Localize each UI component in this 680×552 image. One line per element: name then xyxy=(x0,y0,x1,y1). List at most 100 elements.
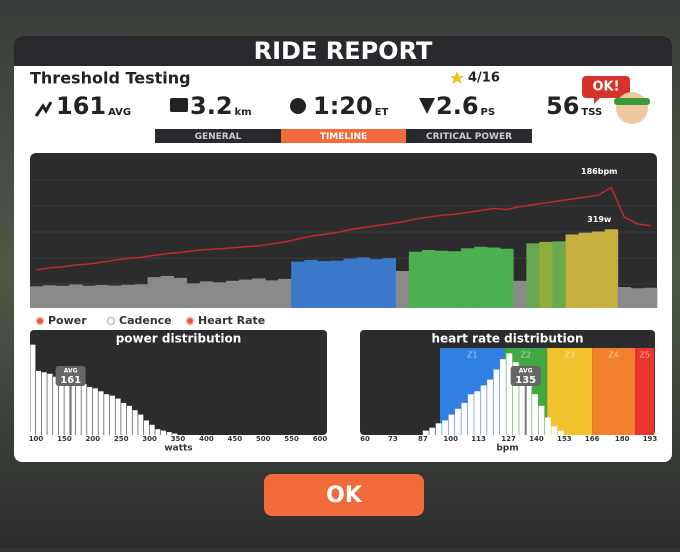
hr-peak-label: 186bpm xyxy=(581,167,618,176)
x-tick-label: 193 xyxy=(643,435,658,443)
zone-band xyxy=(547,348,593,435)
power-bar xyxy=(199,281,214,308)
dist-bar xyxy=(474,391,481,435)
dist-bar xyxy=(138,414,144,435)
stat-value: 1:20 xyxy=(313,92,373,120)
x-tick-label: 140 xyxy=(529,435,544,443)
dist-bar xyxy=(104,394,110,435)
legend-marker xyxy=(35,316,45,326)
dist-title: heart rate distribution xyxy=(431,332,583,346)
stats-row xyxy=(34,98,435,117)
dist-bar xyxy=(487,379,493,435)
power-bar xyxy=(108,285,122,308)
dist-bar xyxy=(166,432,172,435)
power-bar xyxy=(173,277,188,308)
power-bar xyxy=(461,248,475,308)
power-bar xyxy=(500,248,514,308)
avg-value: 135 xyxy=(515,375,536,386)
badge-bubble xyxy=(582,76,630,104)
x-tick-label: 127 xyxy=(501,435,516,443)
power-bar xyxy=(291,261,305,308)
tabs xyxy=(155,129,532,143)
x-tick-label: 300 xyxy=(142,435,157,443)
x-tick-label: 100 xyxy=(443,435,458,443)
power-bar xyxy=(604,229,619,308)
dist-bar xyxy=(121,402,127,435)
dist-bar xyxy=(172,433,178,435)
dist-bar xyxy=(519,373,526,435)
x-tick-label: 100 xyxy=(29,435,44,443)
dist-bar xyxy=(81,384,87,435)
avg-box xyxy=(510,366,541,386)
power-bar xyxy=(578,232,592,308)
dist-bar xyxy=(160,430,167,435)
avg-box xyxy=(55,366,86,386)
dist-bar xyxy=(132,410,138,435)
power-bar xyxy=(160,275,174,308)
legend-marker xyxy=(106,316,116,326)
legend-marker xyxy=(185,316,195,326)
power-bar xyxy=(265,280,279,308)
x-tick-label: 150 xyxy=(57,435,72,443)
power-bar xyxy=(421,250,436,308)
power-bar xyxy=(212,282,227,308)
dist-bar xyxy=(47,373,53,435)
power-peak-label: 319w xyxy=(587,215,612,224)
power-bar xyxy=(513,280,527,308)
power-bar xyxy=(278,278,292,308)
power-bar xyxy=(539,241,553,308)
power-bar xyxy=(356,257,370,308)
x-tick-label: 113 xyxy=(471,435,486,443)
ok-button-label[interactable]: OK xyxy=(326,483,363,508)
dist-bar xyxy=(500,359,506,435)
power-bar xyxy=(552,241,566,308)
power-bar xyxy=(369,259,383,308)
dist-bar xyxy=(92,388,98,435)
tab[interactable]: TIMELINE xyxy=(320,132,367,142)
power-bar xyxy=(186,283,201,308)
power-bar xyxy=(43,285,57,308)
zone-label: Z2 xyxy=(520,351,531,360)
ps-icon xyxy=(419,98,435,114)
dist-bar xyxy=(493,369,500,435)
legend-label[interactable]: Power xyxy=(48,314,87,327)
dist-bar xyxy=(532,394,538,435)
power-bar xyxy=(565,234,579,308)
dist-bar xyxy=(551,426,558,435)
power-bar xyxy=(526,243,540,308)
power-icon xyxy=(34,101,53,117)
legend-label[interactable]: Heart Rate xyxy=(198,314,265,327)
dist-bar xyxy=(429,427,436,435)
ok-button[interactable] xyxy=(264,474,424,516)
power-bar xyxy=(474,246,488,308)
avg-label: AVG xyxy=(519,368,533,375)
dist-bar xyxy=(53,376,59,435)
dist-bar xyxy=(143,420,149,435)
stat-unit: km xyxy=(235,107,252,118)
power-bar xyxy=(82,285,96,308)
stat-value: 161 xyxy=(56,92,106,120)
power-bar xyxy=(30,286,44,308)
x-tick-label: 550 xyxy=(284,435,299,443)
power-bar xyxy=(69,284,83,308)
zone-band xyxy=(635,348,655,435)
stat-unit: TSS xyxy=(581,107,602,118)
avatar-glasses xyxy=(614,98,650,105)
tab[interactable]: CRITICAL POWER xyxy=(426,132,512,142)
legend-label[interactable]: Cadence xyxy=(119,314,172,327)
dist-bar xyxy=(461,402,468,435)
dist-bar xyxy=(506,353,513,435)
distance-icon xyxy=(170,98,188,112)
dist-bar xyxy=(36,370,42,435)
x-tick-label: 400 xyxy=(199,435,214,443)
x-tick-label: 153 xyxy=(557,435,572,443)
power-bar xyxy=(434,250,449,308)
power-bar xyxy=(617,287,632,308)
x-tick-label: 450 xyxy=(227,435,242,443)
tab[interactable]: GENERAL xyxy=(195,132,242,142)
zone-label: Z5 xyxy=(639,351,650,360)
title: RIDE REPORT xyxy=(254,37,433,65)
dist-bar xyxy=(98,391,104,435)
dist-title: power distribution xyxy=(116,332,242,346)
